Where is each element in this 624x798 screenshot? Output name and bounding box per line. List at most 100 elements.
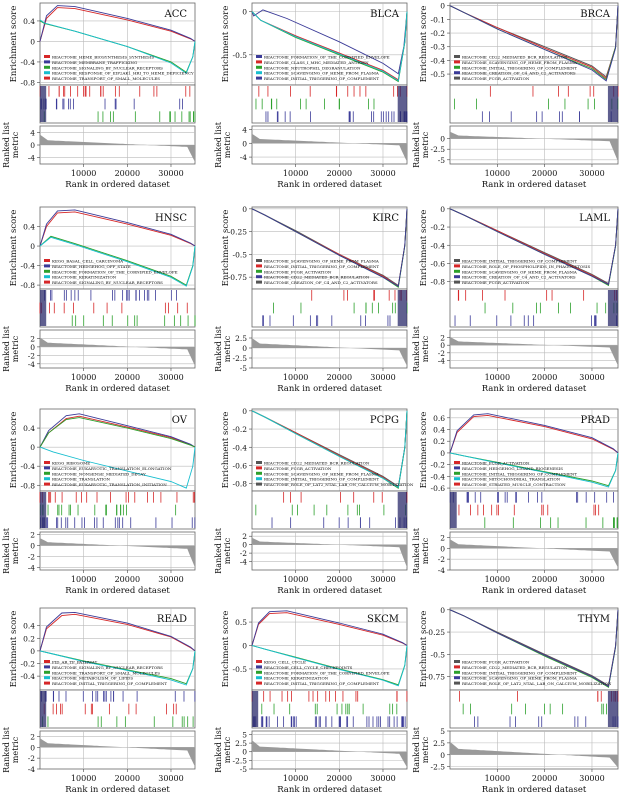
gsea-panel-ov: 0.40-0.4-0.8OVKEGG_RIBOSOMEREACTOME_EUKA… — [2, 408, 196, 596]
xtick-label: 20000 — [327, 575, 352, 584]
legend-entry: REACTOME_RESPONSE_OF_EIF2AK1_HRI_TO_HEME… — [52, 71, 194, 76]
es-ytick-label: -0.6 — [431, 259, 446, 268]
gsea-panel-thym: 0 -0.25 -0.5 -0.75 THYM REACTOME_FCGR_ACTIVAT… — [412, 606, 619, 795]
es-curve-3 — [449, 5, 619, 82]
es-ytick-label: -0.4 — [233, 443, 248, 452]
legend-entry: REACTOME_TRANSPORT_OF_SMALL_MOLECULES — [52, 670, 160, 675]
x-axis-label: Rank in ordered dataset — [482, 384, 587, 394]
hit-dense-block — [397, 492, 407, 528]
legend-entry: REACTOME_FCGR_ACTIVATION — [264, 269, 332, 274]
hit-dense-block — [40, 86, 47, 122]
es-plot-area — [449, 408, 619, 492]
legend-entry: REACTOME_INITIAL_TRIGGERING_OF_COMPLEMEN… — [462, 259, 577, 264]
panel-title: KIRC — [372, 213, 399, 224]
es-ytick-label: -0.2 — [431, 29, 446, 38]
gsea-panel-acc: 0.4 0 -0.4 -0.8 ACC REACTOME_HEME_BIOSYNTHESI… — [2, 2, 196, 190]
legend-entry: REACTOME_FCGR_ACTIVATION — [462, 461, 530, 466]
legend-swatch — [454, 676, 460, 680]
panel-title: READ — [157, 614, 187, 625]
legend-swatch — [44, 76, 50, 80]
ranked-metric-area — [40, 538, 195, 568]
xtick-label: 20000 — [327, 169, 352, 178]
legend-swatch — [454, 259, 460, 262]
es-curve-2 — [39, 417, 196, 448]
xtick-label: 10000 — [283, 575, 308, 584]
rank-ytick-label: -4 — [28, 154, 36, 163]
rank-axis-label-1: Ranked list — [214, 121, 223, 168]
rank-ytick-label: 5 — [440, 727, 445, 736]
legend-swatch — [454, 55, 460, 58]
legend-entry: REACTOME_FORMATION_OF_THE_CORNIFIED_ENVE… — [264, 55, 390, 60]
gsea-panel-read: 0.40.20-0.2-0.4READPID_AR_TF_PATHWAYREAC… — [2, 607, 196, 795]
panel-title: SKCM — [367, 614, 399, 625]
es-ytick-label: -0.8 — [21, 78, 36, 87]
rank-ytick-label: 0 — [440, 341, 445, 350]
rank-ytick-label: -2 — [28, 754, 36, 763]
rank-ytick-label: -4 — [28, 765, 36, 774]
es-ytick-label: -0.5 — [233, 250, 248, 259]
rank-ytick-label: 4 — [242, 125, 247, 134]
es-axis-label: Enrichment score — [9, 210, 19, 287]
ranked-metric-area — [450, 131, 618, 162]
xtick-label: 20000 — [532, 575, 557, 584]
es-curve-3 — [39, 650, 196, 686]
legend-entry: REACTOME_SIGNALING_BY_NUCLEAR_RECEPTORS — [52, 280, 163, 285]
rank-plot-area — [449, 531, 619, 571]
rank-axis-label-2: metric — [11, 736, 20, 763]
es-ytick-label: 0.4 — [23, 622, 35, 631]
legend-entry: REACTOME_ROLE_OF_LAT2_NTAL_LAB_ON_CALCIU… — [264, 482, 414, 487]
rank-ytick-label: 2 — [440, 334, 445, 343]
rank-axis-label-1: Ranked list — [412, 121, 421, 168]
legend-entry: REACTOME_MEMBRANE_TRAFFICKING — [52, 60, 137, 65]
es-axis-label: Enrichment score — [419, 210, 429, 287]
gsea-panel-skcm: 0.5 0 -0.5 SKCM KEGG_CELL_CYCLEREACTOME_CELL… — [214, 607, 408, 795]
rank-ytick-label: -2 — [28, 552, 36, 561]
rank-axis-label-2: metric — [421, 335, 430, 362]
legend-swatch — [454, 660, 460, 663]
es-ytick-label: 0 — [30, 37, 35, 46]
legend-entry: REACTOME_TRANSPORT_OF_SMALL_MOLECULES — [52, 76, 160, 81]
xtick-label: 30000 — [158, 774, 183, 783]
legend-swatch — [454, 269, 460, 273]
es-ytick-label: -0.5 — [233, 51, 248, 60]
rank-ytick-label: 4 — [30, 128, 35, 137]
xtick-label: 20000 — [327, 774, 352, 783]
xtick-label: 20000 — [115, 575, 140, 584]
rank-ytick-label: -4 — [28, 360, 36, 369]
rank-ytick-label: 2 — [242, 532, 247, 541]
ranked-metric-area — [450, 539, 618, 568]
x-axis-label: Rank in ordered dataset — [277, 586, 382, 596]
legend-entry: REACTOME_TRANSLATION — [52, 477, 111, 482]
legend-entry: REACTOME_FCGR_ACTIVATION — [462, 660, 530, 665]
xtick-label: 10000 — [283, 169, 308, 178]
rank-axis-label-1: Ranked list — [214, 527, 223, 574]
xtick-label: 20000 — [327, 373, 352, 382]
es-curve-0 — [39, 613, 196, 652]
hit-dense-block — [607, 86, 618, 122]
hits-area — [251, 288, 408, 328]
xtick-label: 30000 — [370, 774, 395, 783]
legend-entry: KEGG_CELL_CYCLE — [264, 660, 306, 665]
hit-dense-block — [607, 691, 618, 727]
es-curve-3 — [251, 11, 408, 82]
xtick-label: 10000 — [283, 774, 308, 783]
rank-ytick-label: -2.5 — [233, 354, 248, 363]
es-ytick-label: -0.3 — [431, 43, 446, 52]
legend-entry: REACTOME_INITIAL_TRIGGERING_OF_COMPLEMEN… — [264, 76, 379, 81]
es-curve-1 — [39, 209, 196, 247]
panel-title: HNSC — [155, 213, 187, 224]
hits-area — [39, 689, 196, 729]
x-axis-label: Rank in ordered dataset — [277, 180, 382, 190]
xtick-label: 10000 — [71, 169, 96, 178]
rank-ytick-label: -2 — [438, 349, 446, 358]
es-axis-label: Enrichment score — [419, 611, 429, 688]
xtick-label: 10000 — [283, 373, 308, 382]
x-axis-label: Rank in ordered dataset — [482, 180, 587, 190]
rank-axis-label-2: metric — [11, 335, 20, 362]
rank-ytick-label: 0 — [440, 135, 445, 144]
legend-entry: REACTOME_CD22_MEDIATED_BCR_REGULATION — [462, 55, 568, 60]
xtick-label: 20000 — [115, 373, 140, 382]
legend-entry: REACTOME_KERATINIZATION — [52, 275, 117, 280]
es-ytick-label: -0.4 — [21, 462, 36, 471]
es-ytick-label: 0 — [440, 2, 445, 11]
